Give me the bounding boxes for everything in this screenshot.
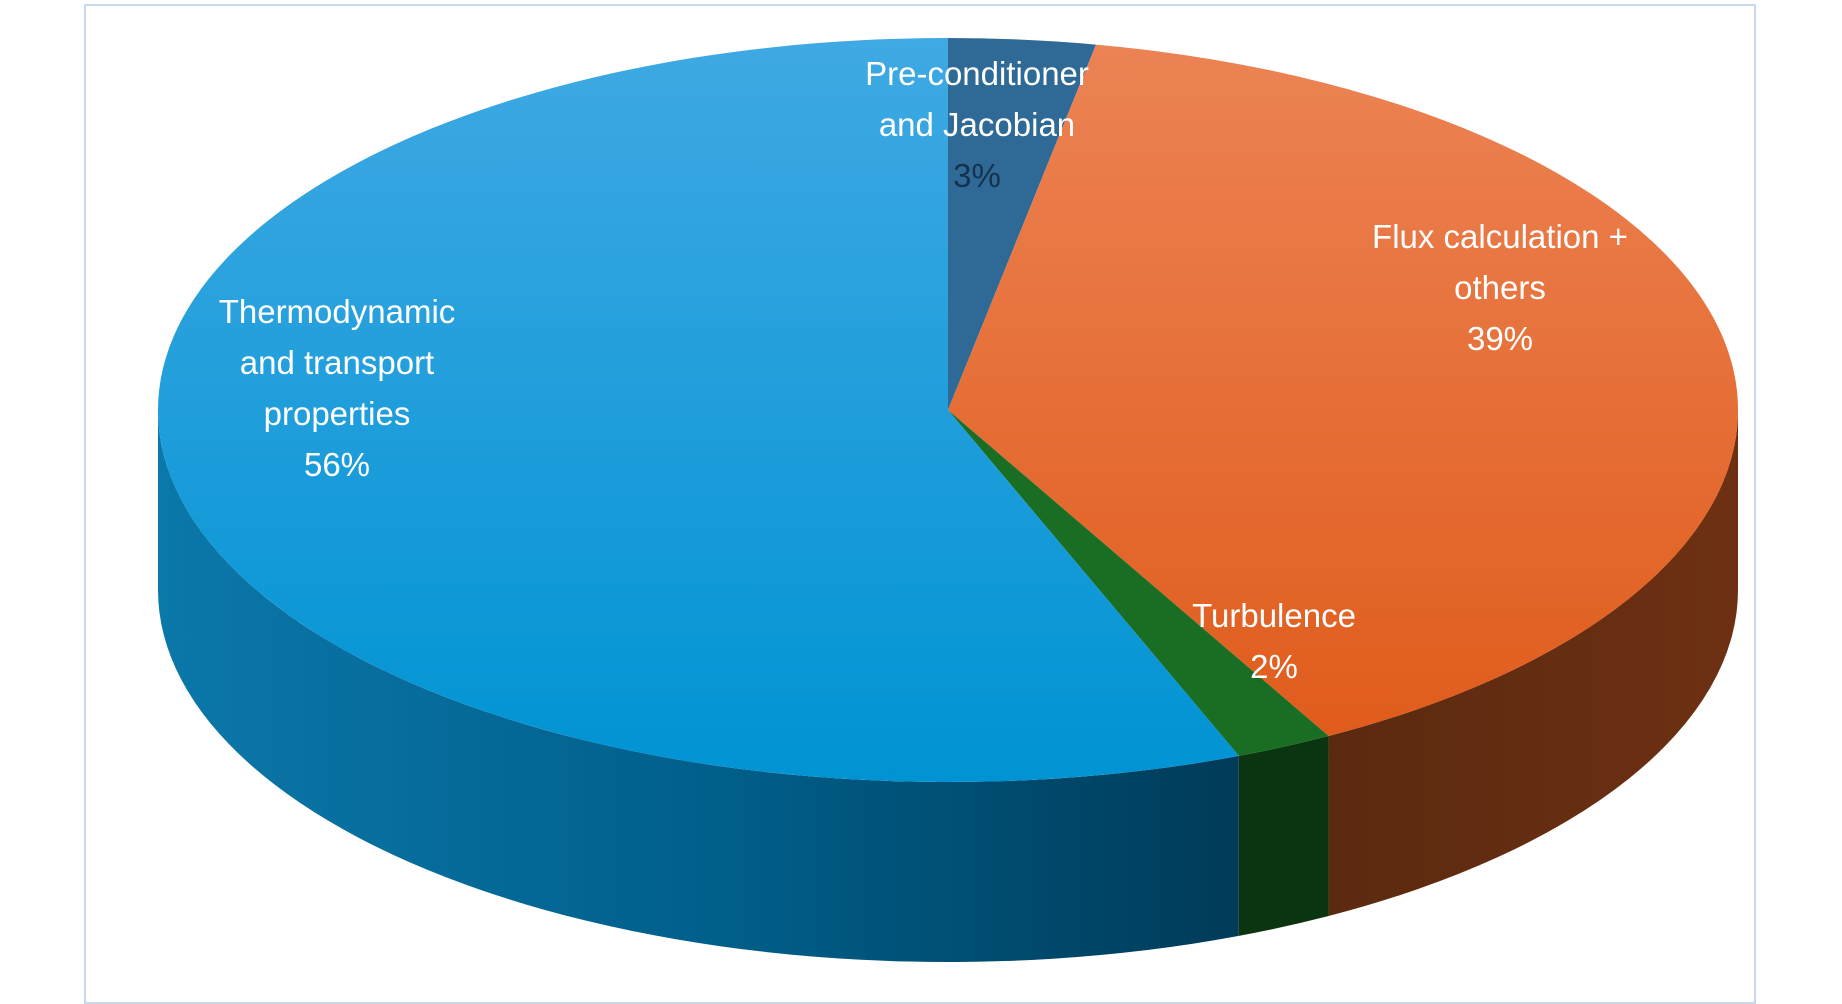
pie-side-layer: [158, 410, 1738, 963]
pie-label-pre-conditioner-and-jacobian: Pre-conditioner and Jacobian 3%: [865, 55, 1089, 194]
pie-percent-thermodynamic-and-transport-properties: 56%: [304, 446, 370, 483]
pie-label-line: others: [1454, 269, 1546, 306]
pie-percent-turbulence: 2%: [1250, 648, 1298, 685]
pie-percent-pre-conditioner-and-jacobian: 3%: [953, 157, 1001, 194]
pie-label-flux-calculation-others: Flux calculation + others 39%: [1372, 218, 1628, 357]
pie-label-line: properties: [264, 395, 411, 432]
pie-label-turbulence: Turbulence 2%: [1192, 597, 1356, 685]
pie-label-thermodynamic-and-transport-properties: Thermodynamic and transport properties 56%: [219, 293, 456, 483]
pie-percent-flux-calculation-others: 39%: [1467, 320, 1533, 357]
pie-label-line: and Jacobian: [879, 106, 1075, 143]
pie-label-line: Pre-conditioner: [865, 55, 1089, 92]
pie-slice-turbulence: [948, 410, 1329, 756]
pie-slice-side-turbulence: [1238, 735, 1329, 936]
pie-top-layer: [158, 38, 1739, 782]
pie-label-line: Turbulence: [1192, 597, 1356, 634]
pie-slice-thermodynamic-and-transport-properties: [158, 38, 1239, 782]
pie-label-line: Thermodynamic: [219, 293, 456, 330]
pie-slice-side-thermodynamic-and-transport-properties: [158, 410, 1239, 963]
pie-slice-pre-conditioner-and-jacobian: [948, 38, 1097, 410]
pie-slice-side-flux-calculation-others: [1328, 410, 1738, 916]
pie-label-layer: Pre-conditioner and Jacobian 3% Flux calcul…: [219, 55, 1628, 685]
pie-slice-flux-calculation-others: [948, 44, 1739, 736]
pie-label-line: Flux calculation +: [1372, 218, 1628, 255]
pie-label-line: and transport: [240, 344, 434, 381]
